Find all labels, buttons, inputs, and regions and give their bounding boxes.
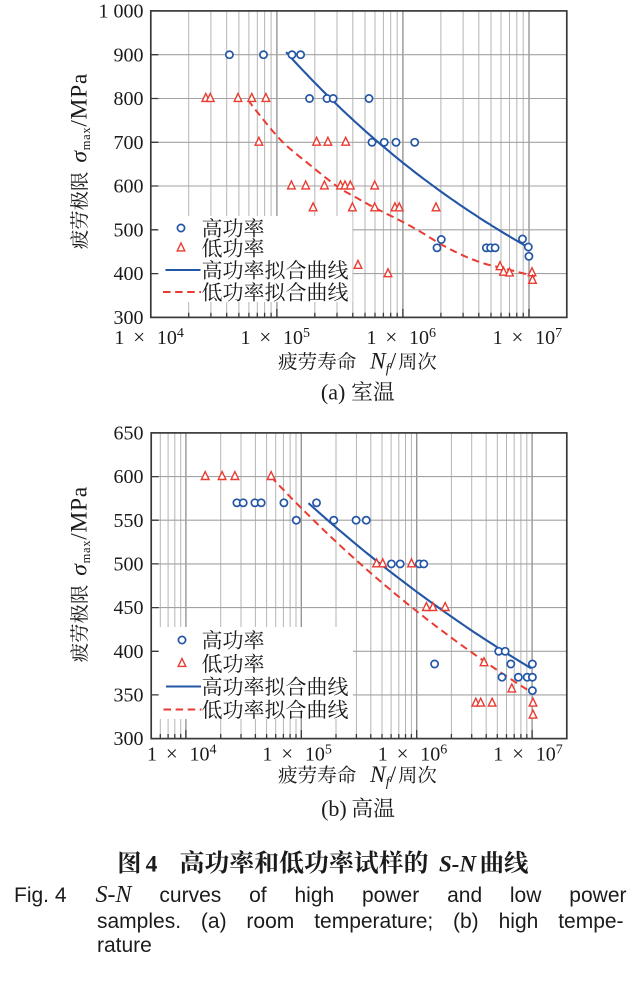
svg-text:1: 1 [262,744,272,766]
svg-text:500: 500 [114,554,144,576]
svg-text:350: 350 [114,685,144,707]
svg-text:rature: rature [97,934,152,957]
svg-text:105: 105 [283,326,310,349]
svg-text:600: 600 [114,466,144,488]
svg-text:(b): (b) [321,796,347,821]
svg-text:Nf/: Nf/ [369,762,397,790]
svg-text:4: 4 [146,852,158,878]
svg-text:400: 400 [114,641,144,663]
svg-text:700: 700 [114,132,144,154]
svg-text:×: × [511,325,523,349]
svg-text:400: 400 [114,263,144,285]
svg-text:×: × [397,742,409,766]
svg-text:Fig. 4: Fig. 4 [14,884,67,907]
svg-text:300: 300 [114,307,144,329]
svg-text:550: 550 [114,510,144,532]
svg-text:curves: curves [159,884,221,907]
svg-text:1: 1 [147,744,157,766]
svg-text:104: 104 [157,326,184,349]
svg-text:low: low [510,884,542,907]
svg-text:1: 1 [493,744,503,766]
svg-text:and: and [447,884,482,907]
svg-text:1: 1 [241,327,251,349]
svg-text:(a): (a) [201,910,227,933]
svg-text:of: of [249,884,267,907]
svg-text:1: 1 [493,327,503,349]
svg-text:106: 106 [409,326,436,349]
svg-text:900: 900 [114,44,144,66]
svg-text:(a): (a) [321,380,345,405]
svg-text:105: 105 [305,743,332,766]
svg-text:450: 450 [114,597,144,619]
svg-text:S-N: S-N [439,852,477,877]
svg-text:×: × [281,742,293,766]
svg-text:temperature;: temperature; [314,910,433,933]
svg-text:samples.: samples. [97,910,181,933]
svg-text:300: 300 [114,728,144,750]
svg-text:Nf/: Nf/ [369,349,397,377]
svg-text:106: 106 [420,743,447,766]
svg-text:1 000: 1 000 [99,1,144,23]
svg-text:×: × [385,325,397,349]
svg-text:power: power [569,884,626,907]
svg-text:high: high [295,884,335,907]
svg-text:×: × [512,742,524,766]
svg-text:σmax/MPa: σmax/MPa [67,73,94,163]
svg-text:×: × [166,742,178,766]
svg-text:500: 500 [114,219,144,241]
svg-text:1: 1 [114,327,124,349]
svg-text:tempe-: tempe- [558,910,623,933]
svg-text:1: 1 [367,327,377,349]
svg-text:107: 107 [536,743,563,766]
svg-text:600: 600 [114,176,144,198]
svg-text:(b): (b) [453,910,479,933]
svg-text:107: 107 [535,326,562,349]
svg-text:power: power [362,884,419,907]
svg-text:×: × [259,325,271,349]
svg-text:room: room [246,910,294,933]
svg-text:800: 800 [114,88,144,110]
svg-text:104: 104 [190,743,217,766]
svg-text:1: 1 [378,744,388,766]
svg-text:S-N: S-N [96,882,134,908]
svg-text:σmax/MPa: σmax/MPa [67,486,94,576]
svg-text:×: × [133,325,145,349]
svg-text:650: 650 [114,423,144,445]
svg-text:high: high [499,910,539,933]
